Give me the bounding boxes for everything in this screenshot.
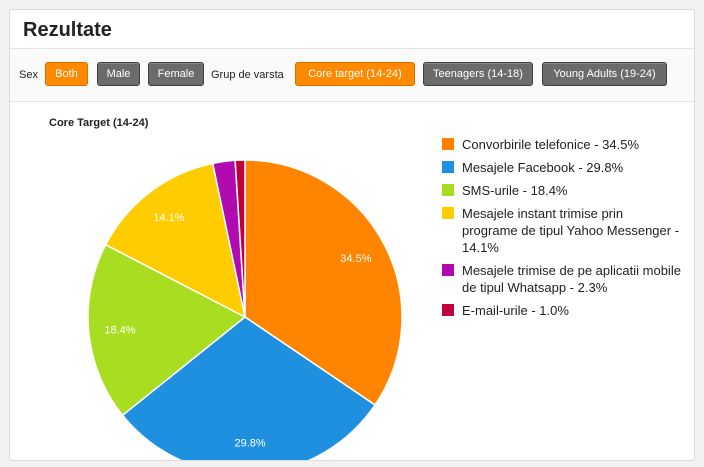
legend-swatch-4 — [442, 264, 454, 276]
age-group-label: Grup de varsta — [211, 69, 284, 81]
pie-slice-1[interactable] — [121, 316, 377, 461]
legend-swatch-0 — [442, 138, 454, 150]
legend-item-2[interactable]: SMS-urile - 18.4% — [442, 182, 682, 199]
pie-slice-2[interactable] — [87, 243, 247, 417]
legend-label-5: E-mail-urile - 1.0% — [462, 303, 569, 318]
legend-item-3[interactable]: Mesajele instant trimise prin programe d… — [442, 205, 682, 256]
panel-header: Rezultate — [10, 10, 694, 49]
chart-title: Core Target (14-24) — [49, 117, 149, 129]
pie-data-label-2: 18.4% — [104, 324, 135, 336]
pie-slice-0[interactable] — [244, 159, 403, 407]
legend-swatch-3 — [442, 207, 454, 219]
pie-data-label-1: 29.8% — [234, 438, 265, 450]
chart-legend: Convorbirile telefonice - 34.5% Mesajele … — [442, 136, 682, 325]
pie-slice-5[interactable] — [234, 159, 246, 318]
chart-area: Core Target (14-24) 34.5% 29.8% 18.4% 14.1%… — [10, 101, 694, 461]
legend-item-5[interactable]: E-mail-urile - 1.0% — [442, 302, 682, 319]
legend-label-1: Mesajele Facebook - 29.8% — [462, 160, 624, 175]
legend-label-2: SMS-urile - 18.4% — [462, 183, 568, 198]
age-young-adults-button[interactable]: Young Adults (19-24) — [542, 62, 667, 86]
pie-slice-3[interactable] — [104, 162, 247, 319]
filter-bar: Sex Both Male Female Grup de varsta Core… — [10, 49, 694, 102]
legend-item-4[interactable]: Mesajele trimise de pe aplicatii mobile … — [442, 262, 682, 296]
legend-item-0[interactable]: Convorbirile telefonice - 34.5% — [442, 136, 682, 153]
sex-both-button[interactable]: Both — [45, 62, 88, 86]
page-title: Rezultate — [23, 19, 112, 41]
legend-item-1[interactable]: Mesajele Facebook - 29.8% — [442, 159, 682, 176]
legend-swatch-5 — [442, 304, 454, 316]
pie-data-label-3: 14.1% — [153, 212, 184, 224]
pie-data-label-0: 34.5% — [340, 253, 371, 265]
sex-male-button[interactable]: Male — [97, 62, 140, 86]
legend-swatch-2 — [442, 184, 454, 196]
legend-swatch-1 — [442, 161, 454, 173]
legend-label-3: Mesajele instant trimise prin programe d… — [462, 206, 680, 255]
legend-label-4: Mesajele trimise de pe aplicatii mobile … — [462, 263, 681, 295]
age-teenagers-button[interactable]: Teenagers (14-18) — [423, 62, 533, 86]
legend-label-0: Convorbirile telefonice - 34.5% — [462, 137, 640, 152]
age-core-target-button[interactable]: Core target (14-24) — [295, 62, 415, 86]
pie-chart: 34.5% 29.8% 18.4% 14.1% — [87, 159, 403, 461]
sex-filter-label: Sex — [19, 69, 38, 81]
results-panel: Rezultate Sex Both Male Female Grup de v… — [9, 9, 695, 461]
sex-female-button[interactable]: Female — [148, 62, 204, 86]
